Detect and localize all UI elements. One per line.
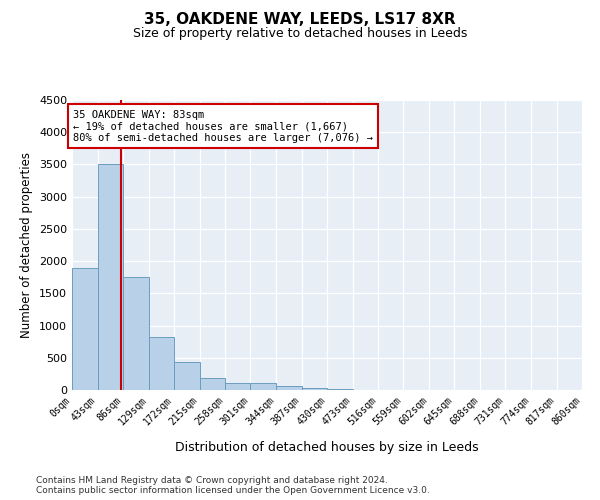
Bar [72, 268, 97, 390]
Text: Contains public sector information licensed under the Open Government Licence v3: Contains public sector information licen… [36, 486, 430, 495]
Bar [174, 362, 199, 390]
Text: 35 OAKDENE WAY: 83sqm
← 19% of detached houses are smaller (1,667)
80% of semi-d: 35 OAKDENE WAY: 83sqm ← 19% of detached … [73, 110, 373, 143]
Bar [225, 383, 251, 390]
Bar [276, 386, 302, 390]
Bar [302, 388, 327, 390]
Text: Distribution of detached houses by size in Leeds: Distribution of detached houses by size … [175, 441, 479, 454]
Bar [123, 277, 149, 390]
Bar [149, 337, 174, 390]
Bar [97, 164, 123, 390]
Text: Contains HM Land Registry data © Crown copyright and database right 2024.: Contains HM Land Registry data © Crown c… [36, 476, 388, 485]
Text: 35, OAKDENE WAY, LEEDS, LS17 8XR: 35, OAKDENE WAY, LEEDS, LS17 8XR [144, 12, 456, 28]
Bar [199, 378, 225, 390]
Y-axis label: Number of detached properties: Number of detached properties [20, 152, 34, 338]
Text: Size of property relative to detached houses in Leeds: Size of property relative to detached ho… [133, 28, 467, 40]
Bar [251, 383, 276, 390]
